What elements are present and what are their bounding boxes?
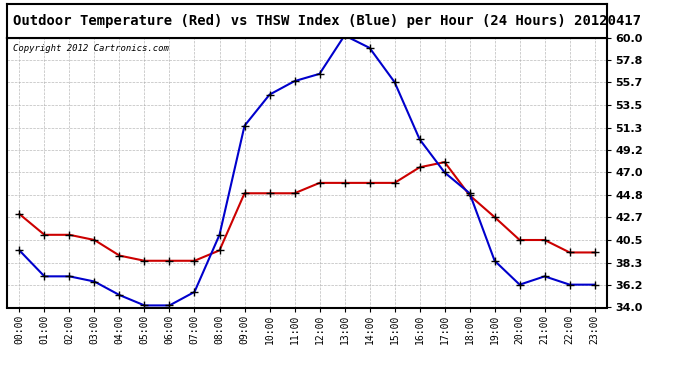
Text: Outdoor Temperature (Red) vs THSW Index (Blue) per Hour (24 Hours) 20120417: Outdoor Temperature (Red) vs THSW Index … [13, 13, 641, 28]
Text: Copyright 2012 Cartronics.com: Copyright 2012 Cartronics.com [13, 44, 169, 53]
